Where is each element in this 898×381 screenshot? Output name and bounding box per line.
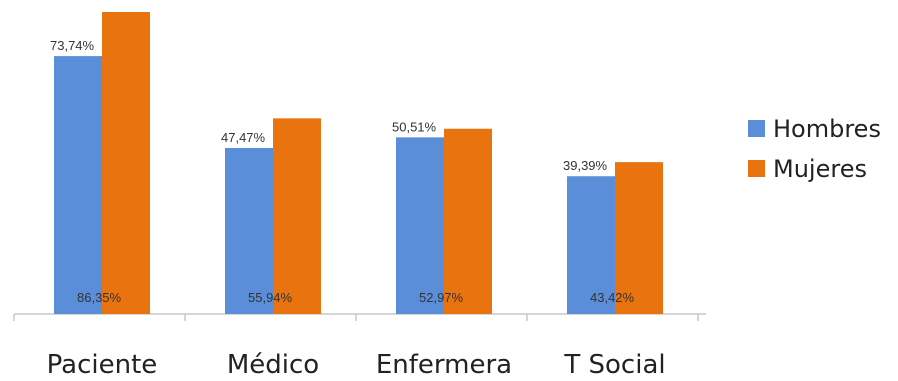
value-label-mujeres-3: 52,97% (419, 290, 464, 305)
legend: Hombres Mujeres (748, 115, 881, 183)
category-label-2: Médico (227, 350, 319, 380)
value-labels: 73,74% 86,35% 47,47% 55,94% 50,51% 52,97% 39,3… (50, 38, 635, 305)
bar-hombres-4 (567, 176, 615, 314)
value-label-mujeres-1: 86,35% (77, 290, 122, 305)
category-label-3: Enfermera (376, 350, 512, 380)
value-label-mujeres-4: 43,42% (590, 290, 635, 305)
legend-swatch-mujeres (748, 160, 765, 177)
category-label-1: Paciente (47, 350, 158, 380)
legend-swatch-hombres (748, 120, 765, 137)
x-axis-ticks (13, 314, 699, 321)
value-label-hombres-1: 73,74% (50, 38, 95, 53)
category-label-4: T Social (563, 350, 665, 380)
bar-hombres-2 (225, 147, 273, 314)
bar-mujeres-2 (273, 118, 321, 314)
bar-mujeres-1 (102, 12, 150, 314)
value-label-hombres-4: 39,39% (563, 158, 608, 173)
bars (54, 12, 663, 314)
bar-hombres-1 (54, 56, 102, 314)
bar-mujeres-4 (615, 162, 663, 314)
value-label-hombres-3: 50,51% (392, 119, 437, 134)
bar-hombres-3 (396, 137, 444, 314)
value-label-mujeres-2: 55,94% (248, 290, 293, 305)
legend-label-hombres: Hombres (773, 115, 881, 143)
value-label-hombres-2: 47,47% (221, 130, 266, 145)
legend-label-mujeres: Mujeres (773, 155, 867, 183)
bar-mujeres-3 (444, 128, 492, 314)
category-labels: Paciente Médico Enfermera T Social (47, 350, 666, 380)
